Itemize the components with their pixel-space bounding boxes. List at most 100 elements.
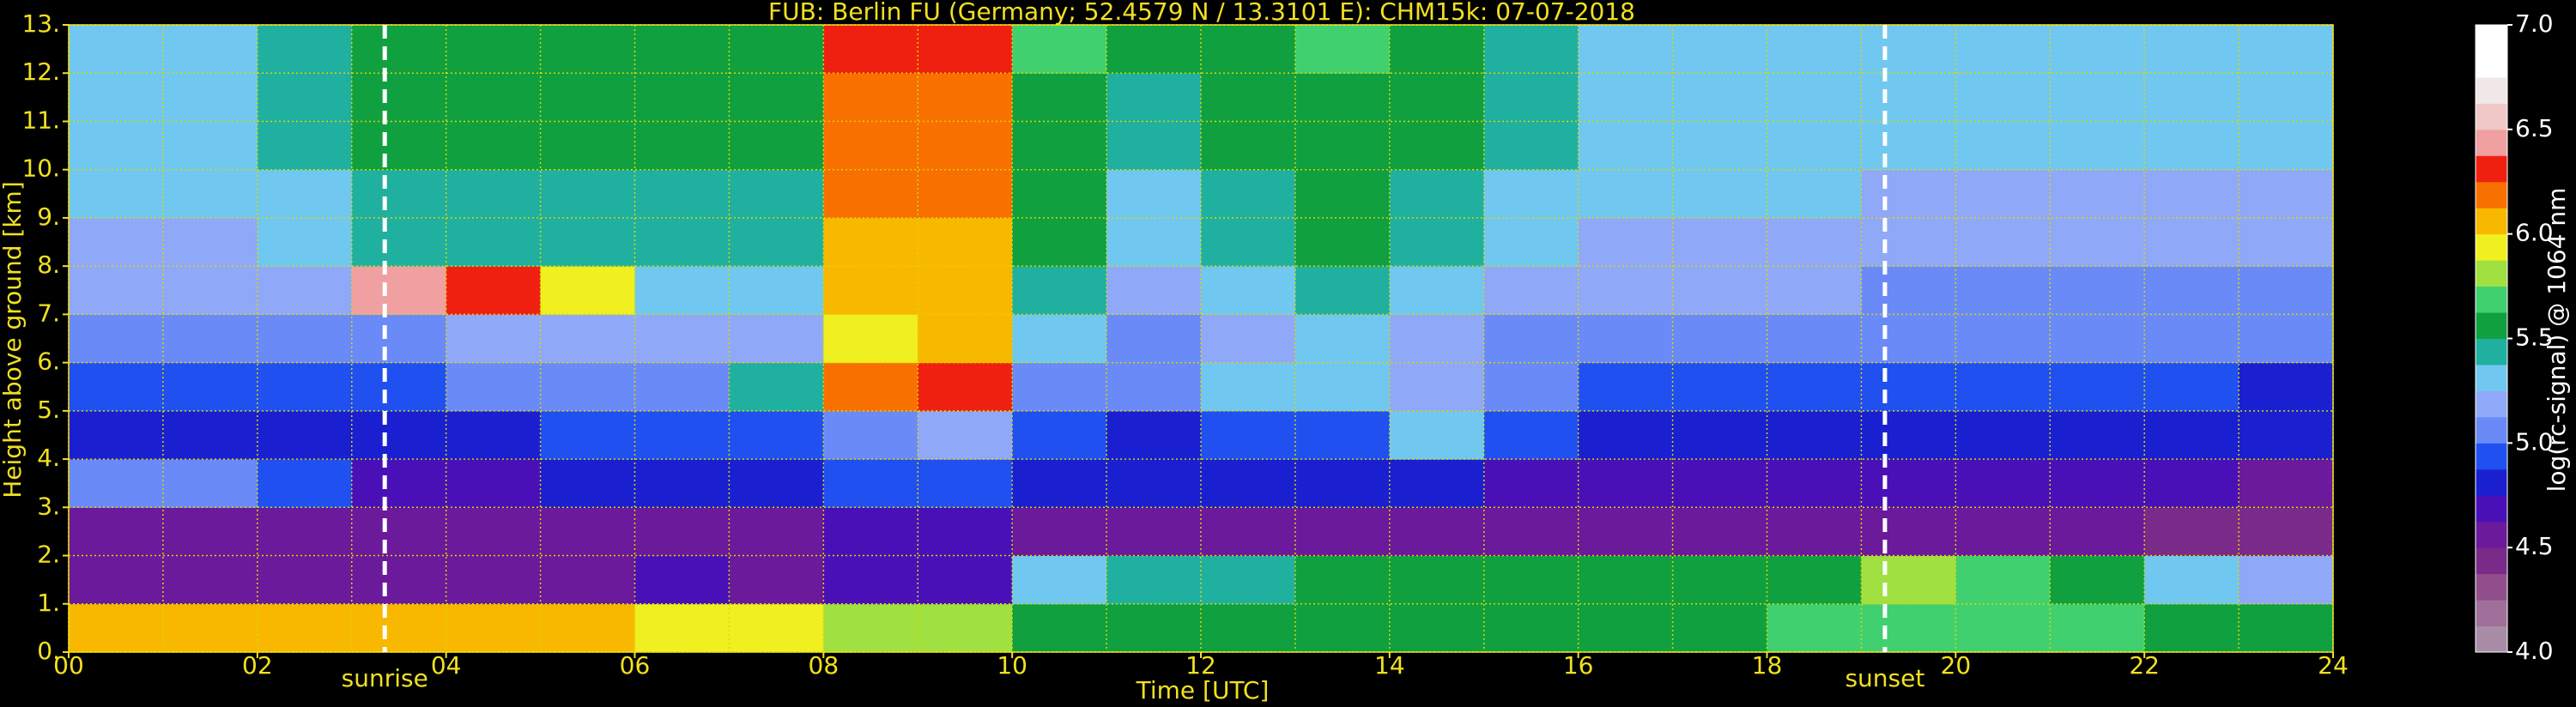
heatmap-cell — [1012, 169, 1107, 219]
heatmap-cell — [1012, 507, 1107, 557]
colorbar-label: log(rc-signal) @ 1064 nm — [2543, 188, 2571, 492]
heatmap-cell — [540, 555, 635, 605]
heatmap-cell — [1861, 169, 1956, 219]
heatmap-cell — [918, 555, 1013, 605]
heatmap-cell — [1201, 555, 1296, 605]
heatmap-cell — [351, 507, 447, 557]
heatmap-cell — [1483, 314, 1579, 364]
heatmap-cell — [2144, 314, 2240, 364]
heatmap-cell — [162, 410, 258, 460]
heatmap-cell — [540, 121, 635, 171]
heatmap-cell — [1861, 121, 1956, 171]
heatmap-cell — [257, 73, 353, 122]
heatmap-cell — [1389, 507, 1485, 557]
heatmap-cell — [634, 459, 730, 508]
heatmap-cell — [1672, 314, 1767, 364]
heatmap-cell — [1767, 314, 1862, 364]
heatmap-cell — [823, 362, 918, 412]
heatmap-cell — [918, 266, 1013, 315]
heatmap-cell — [1578, 266, 1674, 315]
heatmap-cell — [540, 73, 635, 122]
heatmap — [69, 25, 2334, 653]
heatmap-cell — [1201, 25, 1296, 74]
colorbar-swatch — [2476, 233, 2507, 261]
heatmap-cell — [1106, 121, 1202, 171]
colorbar-swatch — [2476, 468, 2507, 496]
heatmap-cell — [2050, 266, 2145, 315]
heatmap-cell — [162, 121, 258, 171]
heatmap-cell — [729, 217, 824, 267]
heatmap-cell — [1483, 73, 1579, 122]
heatmap-cell — [445, 362, 542, 412]
heatmap-cell — [1483, 362, 1579, 412]
x-tick-label: 14 — [1374, 651, 1405, 680]
heatmap-cell — [257, 25, 353, 74]
heatmap-cell — [1294, 169, 1391, 219]
heatmap-cell — [823, 217, 918, 267]
heatmap-cell — [1578, 25, 1674, 74]
heatmap-cell — [823, 25, 918, 74]
colorbar-swatch — [2476, 129, 2507, 156]
heatmap-cell — [1294, 73, 1391, 122]
heatmap-cell — [2050, 410, 2145, 460]
heatmap-cell — [1201, 169, 1296, 219]
heatmap-cell — [1106, 555, 1202, 605]
heatmap-cell — [1955, 121, 2051, 171]
colorbar-tick-label: 5.0 — [2515, 427, 2554, 456]
heatmap-cell — [1106, 410, 1202, 460]
heatmap-cell — [729, 314, 824, 364]
heatmap-cell — [445, 459, 542, 508]
heatmap-cell — [2144, 266, 2240, 315]
heatmap-cell — [918, 362, 1013, 412]
heatmap-cell — [729, 555, 824, 605]
heatmap-cell — [823, 555, 918, 605]
heatmap-cell — [634, 121, 730, 171]
heatmap-cell — [1483, 25, 1579, 74]
heatmap-cell — [823, 169, 918, 219]
heatmap-cell — [1294, 314, 1391, 364]
heatmap-cell — [2050, 362, 2145, 412]
heatmap-cell — [445, 603, 542, 653]
heatmap-cell — [634, 217, 730, 267]
heatmap-cell — [1389, 217, 1485, 267]
heatmap-cell — [729, 603, 824, 653]
heatmap-cell — [445, 314, 542, 364]
colorbar-tick-label: 4.5 — [2515, 532, 2554, 560]
heatmap-cell — [634, 169, 730, 219]
heatmap-cell — [1012, 362, 1107, 412]
heatmap-cell — [1578, 217, 1674, 267]
heatmap-cell — [823, 266, 918, 315]
heatmap-cell — [540, 25, 635, 74]
heatmap-cell — [2050, 217, 2145, 267]
colorbar-tick-label: 4.0 — [2515, 637, 2554, 665]
heatmap-cell — [257, 507, 353, 557]
heatmap-cell — [1294, 555, 1391, 605]
heatmap-cell — [1389, 169, 1485, 219]
y-axis-label: Height above ground [km] — [0, 181, 27, 499]
heatmap-cell — [2144, 603, 2240, 653]
heatmap-cell — [729, 73, 824, 122]
heatmap-cell — [1389, 121, 1485, 171]
heatmap-cell — [1483, 459, 1579, 508]
heatmap-cell — [162, 266, 258, 315]
heatmap-cell — [729, 459, 824, 508]
heatmap-cell — [1861, 410, 1956, 460]
annotation-label: sunset — [1845, 664, 1924, 692]
heatmap-cell — [1389, 25, 1485, 74]
heatmap-cell — [257, 362, 353, 412]
heatmap-cell — [540, 169, 635, 219]
heatmap-cell — [2050, 555, 2145, 605]
heatmap-cell — [1106, 217, 1202, 267]
y-tick-label: 4. — [37, 444, 60, 472]
y-tick-label: 1. — [37, 589, 60, 617]
heatmap-cell — [1578, 459, 1674, 508]
heatmap-cell — [445, 555, 542, 605]
heatmap-cell — [1012, 555, 1107, 605]
heatmap-cell — [918, 217, 1013, 267]
heatmap-cell — [1861, 459, 1956, 508]
heatmap-cell — [823, 410, 918, 460]
heatmap-cell — [1861, 217, 1956, 267]
heatmap-cell — [634, 555, 730, 605]
heatmap-cell — [1201, 459, 1296, 508]
heatmap-cell — [445, 169, 542, 219]
